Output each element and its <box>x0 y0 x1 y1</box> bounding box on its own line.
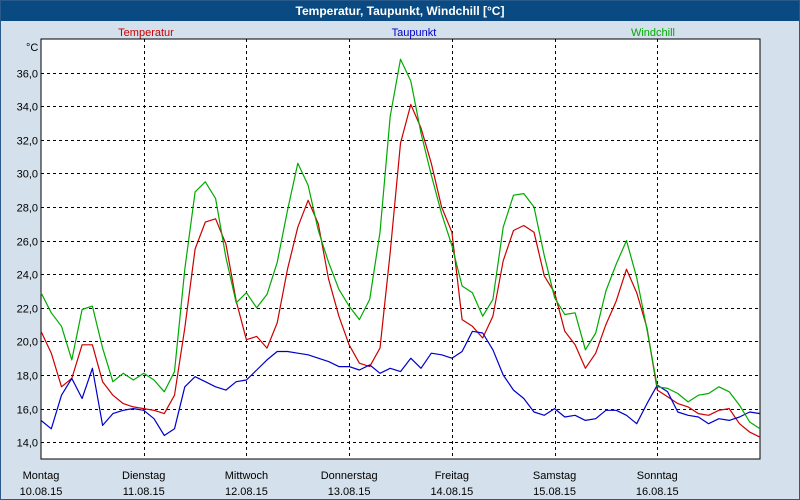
x-tick-date: 12.08.15 <box>225 486 268 498</box>
x-tick-date: 11.08.15 <box>123 486 165 498</box>
series-line-temperatur <box>40 103 761 438</box>
x-tick-date: 13.08.15 <box>328 486 371 498</box>
x-tick-day: Dienstag <box>122 470 165 482</box>
y-tick-label: 14,0 <box>17 438 38 450</box>
series-line-windchill <box>40 58 761 430</box>
x-tick-day: Mittwoch <box>225 470 268 482</box>
chart-title: Temperatur, Taupunkt, Windchill [°C] <box>1 1 799 21</box>
y-tick-label: 32,0 <box>17 136 38 148</box>
legend-taupunkt: Taupunkt <box>392 27 437 39</box>
y-tick-label: 24,0 <box>17 270 38 282</box>
x-tick-day: Samstag <box>533 470 576 482</box>
legend: Temperatur Taupunkt Windchill <box>118 27 675 39</box>
y-tick-label: 28,0 <box>17 203 38 215</box>
plot-area <box>40 38 761 460</box>
y-tick-label: 22,0 <box>17 304 38 316</box>
y-axis-unit: °C <box>26 42 38 54</box>
x-tick-date: 14.08.15 <box>430 486 473 498</box>
legend-temperatur: Temperatur <box>118 27 174 39</box>
x-tick-date: 16.08.15 <box>636 486 679 498</box>
x-tick-day: Montag <box>23 470 60 482</box>
x-tick-day: Sonntag <box>637 470 678 482</box>
y-tick-label: 18,0 <box>17 371 38 383</box>
legend-windchill: Windchill <box>631 27 675 39</box>
y-tick-label: 16,0 <box>17 405 38 417</box>
y-tick-label: 26,0 <box>17 237 38 249</box>
series-lines <box>40 58 761 438</box>
series-line-taupunkt <box>40 330 761 437</box>
y-tick-label: 20,0 <box>17 337 38 349</box>
x-tick-day: Donnerstag <box>321 470 378 482</box>
y-tick-label: 30,0 <box>17 169 38 181</box>
y-tick-label: 36,0 <box>17 69 38 81</box>
x-tick-date: 15.08.15 <box>533 486 576 498</box>
axes: 14,0 16,0 18,0 20,0 22,0 24,0 26,0 28,0 30,0 32,0… <box>17 42 679 498</box>
y-tick-label: 34,0 <box>17 102 38 114</box>
x-tick-day: Freitag <box>435 470 469 482</box>
x-tick-date: 10.08.15 <box>20 486 63 498</box>
